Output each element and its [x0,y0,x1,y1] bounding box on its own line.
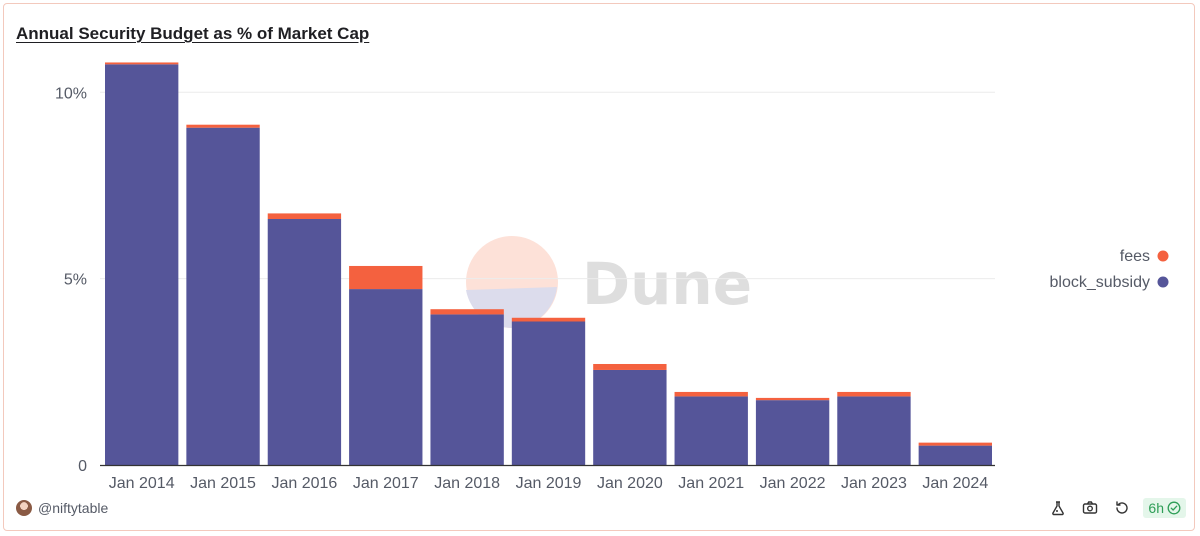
x-tick-label: Jan 2020 [597,475,663,492]
author[interactable]: @niftytable [16,500,108,516]
bar-block-subsidy[interactable] [186,127,260,465]
bar-block-subsidy[interactable] [837,396,911,465]
bar-block-subsidy[interactable] [267,219,342,465]
bar-fees[interactable] [511,317,586,322]
author-name[interactable]: @niftytable [38,500,109,516]
bar-fees[interactable] [674,391,748,397]
refresh-status-badge[interactable]: 6h [1143,498,1186,518]
bar-block-subsidy[interactable] [918,445,992,465]
chart-footer: @niftytable 6h [0,496,1200,522]
x-tick-label: Jan 2023 [841,475,907,492]
y-tick-label: 0 [78,458,87,475]
bar-fees[interactable] [837,391,911,397]
y-tick-label: 10% [55,85,87,102]
bar-block-subsidy[interactable] [593,369,667,465]
bar-fees[interactable] [349,265,423,290]
x-tick-label: Jan 2019 [516,475,582,492]
x-tick-label: Jan 2016 [271,475,337,492]
dune-watermark: Dune [582,250,752,318]
y-tick-label: 5% [64,272,87,289]
flask-icon[interactable] [1047,497,1069,519]
camera-icon[interactable] [1079,497,1101,519]
refresh-icon[interactable] [1111,497,1133,519]
bar-block-subsidy[interactable] [674,396,748,465]
x-tick-label: Jan 2021 [678,475,744,492]
x-tick-label: Jan 2017 [353,475,419,492]
bar-fees[interactable] [105,62,179,65]
legend-marker-block-subsidy [1157,276,1169,288]
refresh-age: 6h [1148,500,1164,516]
bar-fees[interactable] [267,213,342,219]
x-tick-label: Jan 2015 [190,475,256,492]
check-circle-icon [1167,501,1181,515]
bar-block-subsidy[interactable] [755,400,830,465]
bar-fees[interactable] [755,397,830,401]
x-tick-label: Jan 2014 [109,475,175,492]
chart-title[interactable]: Annual Security Budget as % of Market Ca… [16,24,370,43]
avatar [16,500,32,516]
legend-label-fees[interactable]: fees [1120,248,1150,265]
x-tick-label: Jan 2018 [434,475,500,492]
legend-label-block-subsidy[interactable]: block_subsidy [1050,274,1151,291]
bar-block-subsidy[interactable] [105,64,179,466]
legend-marker-fees [1157,250,1169,262]
toolbar: 6h [1047,497,1186,519]
bar-block-subsidy[interactable] [430,314,504,465]
bar-block-subsidy[interactable] [511,321,586,466]
bar-fees[interactable] [918,442,992,446]
bar-fees[interactable] [593,363,667,370]
x-tick-label: Jan 2022 [760,475,826,492]
bar-block-subsidy[interactable] [349,289,423,465]
bar-fees[interactable] [186,124,260,128]
bar-fees[interactable] [430,309,504,315]
x-tick-label: Jan 2024 [922,475,988,492]
